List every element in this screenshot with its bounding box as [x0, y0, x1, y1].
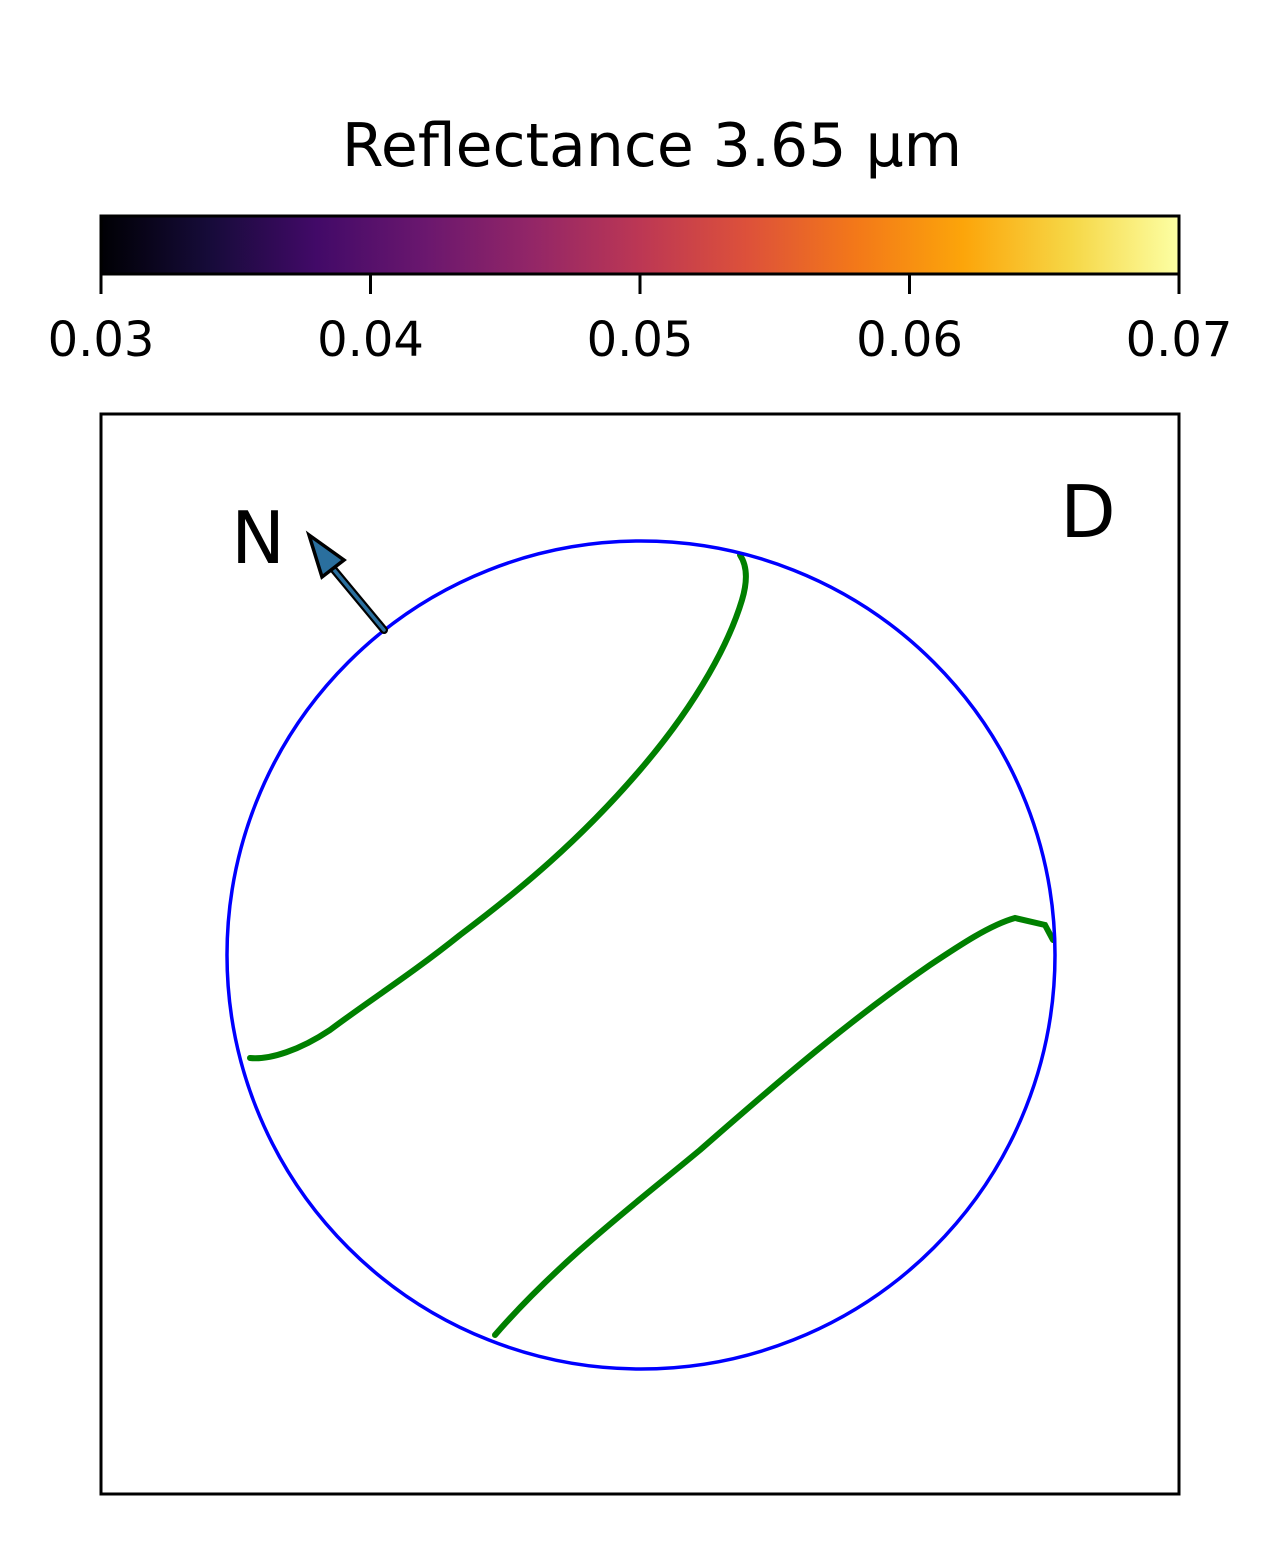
- grid-meridian: [699, 574, 772, 1331]
- lat-lon-grid: [244, 547, 1041, 1361]
- panel-label: D: [1060, 470, 1115, 554]
- north-arrow: [305, 530, 388, 634]
- grid-parallel: [699, 1179, 976, 1326]
- grid-parallel: [589, 1114, 1031, 1331]
- grid-meridian: [470, 556, 586, 1341]
- colorbar-tick-label: 0.06: [856, 312, 963, 368]
- north-label: N: [231, 496, 285, 580]
- grid-meridian: [504, 589, 946, 791]
- boundary-line-upper: [247, 552, 749, 1062]
- grid-parallel: [299, 547, 631, 721]
- north-arrow-shaft-inner: [328, 563, 386, 632]
- colorbar: [99, 214, 1181, 276]
- colorbar-tick-label: 0.03: [48, 312, 155, 368]
- north-arrow-head: [305, 530, 347, 580]
- colorbar-tick-label: 0.04: [317, 312, 424, 368]
- boundary-line-lower: [492, 914, 1056, 1338]
- grid-meridian: [328, 639, 411, 1231]
- grid-parallel: [294, 719, 941, 1116]
- colorbar-tick-label: 0.07: [1126, 312, 1233, 368]
- grid-meridian: [799, 599, 953, 1246]
- grid-parallel: [339, 799, 1001, 1201]
- grid-parallel: [389, 939, 1041, 1291]
- planet-limb: [225, 539, 1057, 1371]
- colorbar-ticks: 0.03 0.04 0.05 0.06 0.07: [48, 274, 1233, 368]
- colorbar-tick-label: 0.05: [587, 312, 694, 368]
- colorbar-title: Reflectance 3.65 μm: [342, 111, 962, 181]
